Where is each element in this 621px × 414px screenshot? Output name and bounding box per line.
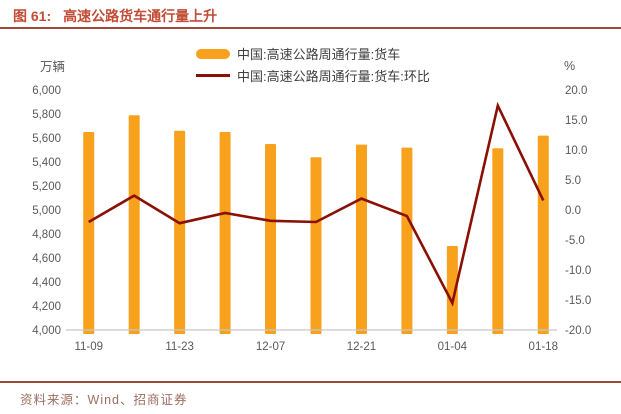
- left-axis-tick-label: 5,600: [32, 133, 61, 145]
- right-axis-tick-label: -20.0: [565, 325, 591, 337]
- source-text: Wind、招商证券: [87, 393, 188, 407]
- left-axis-tick-label: 4,000: [32, 325, 61, 337]
- bar-11-09: [83, 132, 95, 334]
- bar-12-21: [355, 144, 367, 334]
- figure-title: 高速公路货车通行量上升: [63, 8, 218, 24]
- right-axis-tick-label: 15.0: [565, 115, 587, 127]
- left-axis-tick-label: 6,000: [32, 85, 61, 97]
- footer-rule: [0, 381, 621, 383]
- x-axis-tick-label: 11-23: [165, 341, 194, 353]
- bar-12-07: [265, 144, 277, 334]
- figure-header: 图 61: 高速公路货车通行量上升: [13, 6, 217, 26]
- right-axis-tick-label: 0.0: [565, 205, 581, 217]
- bar-12-14: [310, 157, 322, 334]
- legend-bar-swatch-icon: [196, 48, 230, 59]
- bar-11-30: [219, 132, 231, 334]
- right-axis-tick-label: -5.0: [565, 235, 585, 247]
- figure-number: 图 61:: [13, 8, 52, 24]
- left-axis-unit: 万辆: [40, 60, 66, 74]
- source-note: 资料来源：Wind、招商证券: [20, 389, 188, 408]
- left-axis-tick-label: 5,200: [32, 181, 61, 193]
- left-axis-tick-label: 4,600: [32, 253, 61, 265]
- bar-12-28: [401, 147, 413, 334]
- chart-legend: 中国:高速公路周通行量:货车 中国:高速公路周通行量:货车:环比: [196, 45, 430, 84]
- x-axis-tick-label: 12-07: [256, 341, 285, 353]
- bar-11-23: [174, 130, 186, 334]
- right-axis-tick-label: 10.0: [565, 145, 587, 157]
- x-axis-tick-label: 01-04: [438, 341, 468, 353]
- left-axis-tick-label: 5,400: [32, 157, 61, 169]
- right-axis-unit: %: [564, 59, 576, 73]
- legend-bar-label: 中国:高速公路周通行量:货车: [237, 47, 401, 62]
- x-axis-tick-label: 12-21: [347, 341, 376, 353]
- right-axis-tick-label: -15.0: [565, 295, 591, 307]
- left-axis-tick-label: 4,200: [32, 301, 61, 313]
- line-series: [88, 101, 545, 307]
- legend-line-swatch-icon: [196, 74, 230, 77]
- left-axis-tick-label: 4,800: [32, 229, 61, 241]
- x-axis-tick-label: 11-09: [74, 341, 103, 353]
- bar-11-16: [128, 115, 140, 334]
- bar-01-04: [446, 246, 458, 334]
- header-rule: [0, 27, 621, 29]
- left-axis-tick-label: 5,000: [32, 205, 61, 217]
- left-axis-tick-label: 4,400: [32, 277, 61, 289]
- legend-line-label: 中国:高速公路周通行量:货车:环比: [237, 69, 430, 84]
- left-axis-tick-label: 5,800: [32, 109, 61, 121]
- x-axis-tick-label: 01-18: [529, 341, 558, 353]
- source-label: 资料来源：: [20, 393, 88, 407]
- right-axis-tick-label: 20.0: [565, 85, 587, 97]
- legend-item-line: 中国:高速公路周通行量:货车:环比: [196, 67, 430, 84]
- right-axis-tick-label: -10.0: [565, 265, 591, 277]
- right-axis-tick-label: 5.0: [565, 175, 581, 187]
- legend-item-bar: 中国:高速公路周通行量:货车: [196, 45, 430, 62]
- bar-01-18: [537, 135, 549, 334]
- bar-01-11: [492, 148, 504, 334]
